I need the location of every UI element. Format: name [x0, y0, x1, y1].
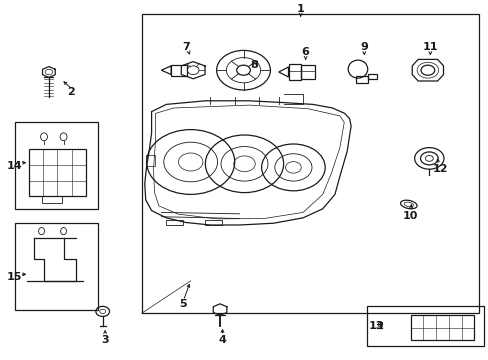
Text: 5: 5	[179, 299, 187, 309]
Bar	[15, 223, 98, 310]
Text: 6: 6	[301, 47, 309, 57]
Text: 4: 4	[218, 335, 226, 345]
Text: 12: 12	[431, 164, 447, 174]
Bar	[41, 196, 62, 203]
Text: 7: 7	[182, 42, 189, 52]
Bar	[142, 14, 478, 313]
Text: 10: 10	[402, 211, 418, 221]
Bar	[377, 322, 382, 326]
Text: 2: 2	[67, 87, 75, 97]
Bar	[367, 74, 376, 79]
Text: 13: 13	[368, 321, 384, 331]
Bar	[15, 122, 98, 209]
Bar	[166, 220, 183, 225]
Text: 14: 14	[7, 161, 22, 171]
Bar	[171, 65, 186, 76]
Bar	[300, 65, 315, 79]
Bar	[355, 76, 367, 83]
Text: 11: 11	[422, 42, 437, 52]
Text: 3: 3	[101, 335, 109, 345]
Bar	[205, 220, 222, 225]
Bar	[410, 315, 473, 340]
Text: 9: 9	[360, 42, 367, 52]
Text: 1: 1	[296, 4, 304, 14]
Bar	[288, 64, 300, 80]
Bar	[29, 149, 85, 196]
Bar	[145, 155, 154, 166]
Bar	[366, 306, 483, 346]
Text: 8: 8	[250, 60, 258, 70]
Text: 15: 15	[7, 272, 22, 282]
